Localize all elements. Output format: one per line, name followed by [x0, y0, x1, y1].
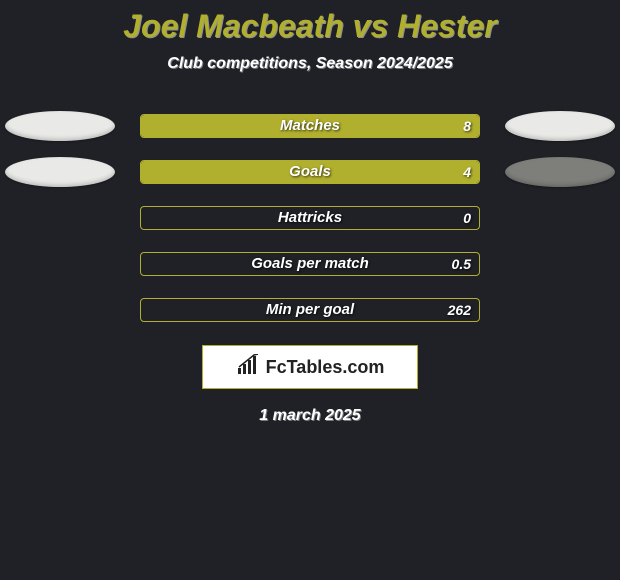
date-text: 1 march 2025	[0, 407, 620, 425]
stat-row-goals: Goals 4	[0, 149, 620, 195]
bar-value: 262	[448, 299, 471, 321]
chart-icon	[236, 354, 262, 381]
page-title: Joel Macbeath vs Hester	[0, 0, 620, 45]
bar-label: Hattricks	[141, 207, 479, 229]
brand-text: FcTables.com	[266, 357, 385, 378]
bar-label: Goals per match	[141, 253, 479, 275]
left-ellipse	[5, 111, 115, 141]
stat-row-gpm: Goals per match 0.5	[0, 241, 620, 287]
bar: Goals 4	[140, 160, 480, 184]
right-ellipse	[505, 157, 615, 187]
bar-value: 0	[463, 207, 471, 229]
right-ellipse	[505, 111, 615, 141]
bar: Hattricks 0	[140, 206, 480, 230]
bar: Matches 8	[140, 114, 480, 138]
brand-box: FcTables.com	[202, 345, 418, 389]
stat-row-matches: Matches 8	[0, 103, 620, 149]
bar-label: Min per goal	[141, 299, 479, 321]
stat-row-hattricks: Hattricks 0	[0, 195, 620, 241]
bar-fill	[141, 115, 479, 137]
bar-fill	[141, 161, 479, 183]
bar-value: 0.5	[452, 253, 471, 275]
bar-rows: Matches 8 Goals 4 Hattricks 0	[0, 103, 620, 333]
left-ellipse	[5, 157, 115, 187]
bar: Goals per match 0.5	[140, 252, 480, 276]
bar: Min per goal 262	[140, 298, 480, 322]
subtitle: Club competitions, Season 2024/2025	[0, 55, 620, 73]
stat-row-mpg: Min per goal 262	[0, 287, 620, 333]
comparison-infographic: Joel Macbeath vs Hester Club competition…	[0, 0, 620, 580]
